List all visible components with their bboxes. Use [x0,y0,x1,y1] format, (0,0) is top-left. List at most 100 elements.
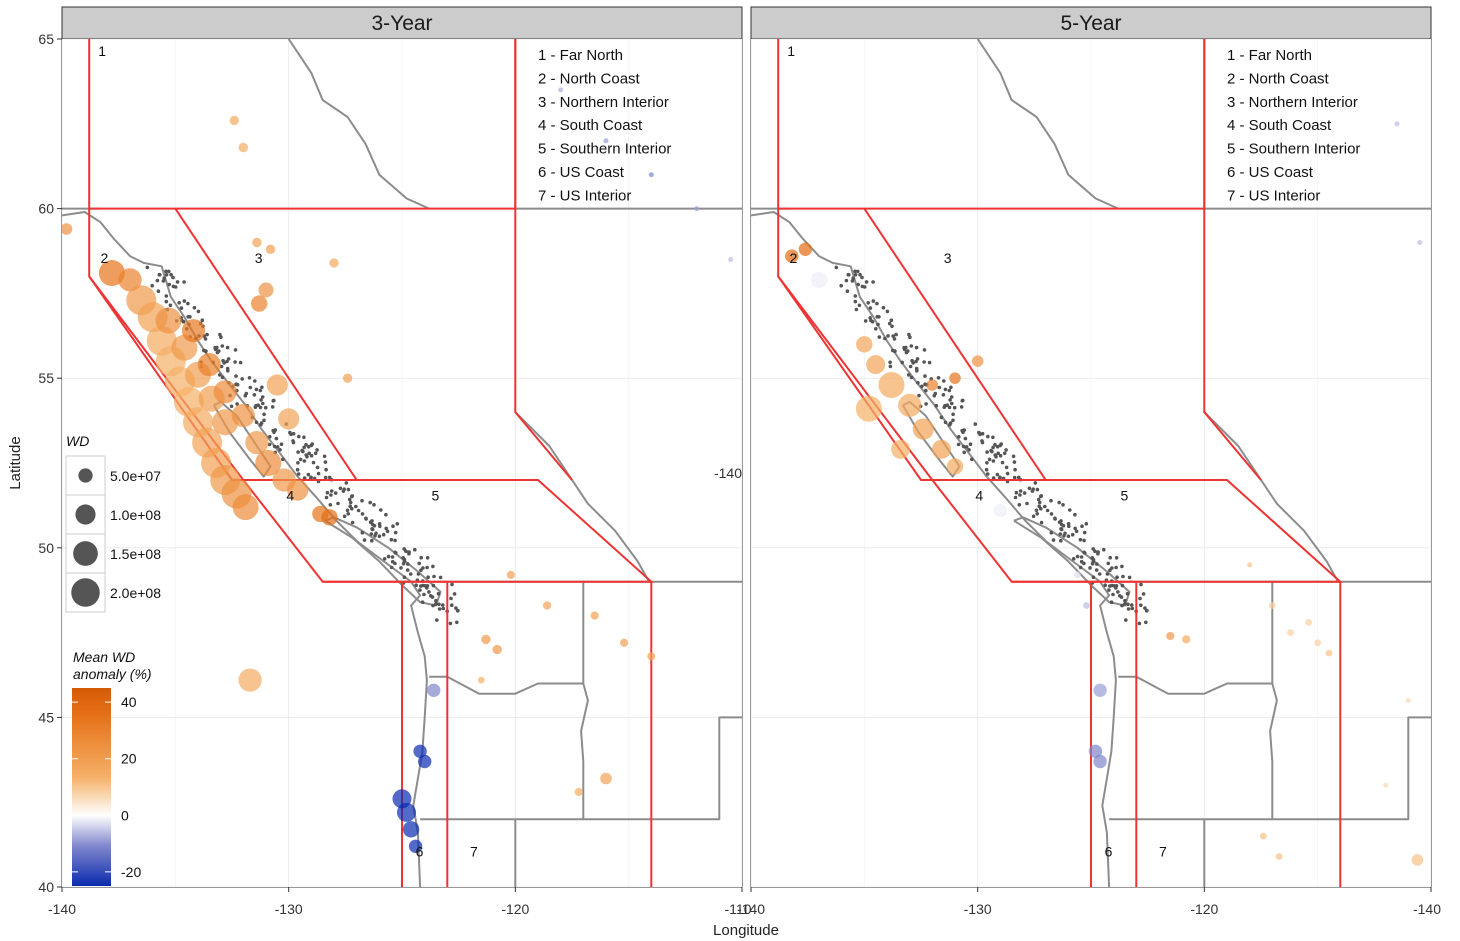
island-dot [301,449,305,454]
island-dot [834,265,839,270]
island-dot [233,348,238,352]
region-legend-entry: 5 - Southern Interior [1227,141,1360,158]
x-tick-label: -140 [48,901,76,917]
data-point [506,570,515,580]
island-dot [1130,603,1134,607]
island-dot [1120,603,1124,608]
island-dot [853,269,857,274]
island-dot [860,284,865,289]
color-bar-label: 0 [121,807,129,823]
island-dot [324,495,329,500]
island-dot [323,475,328,480]
island-dot [924,402,928,406]
island-dot [416,572,421,576]
island-dot [311,460,316,465]
island-dot [950,401,954,406]
data-point [590,611,599,620]
island-dot [350,506,354,511]
island-dot [291,431,296,436]
island-dot [379,508,383,512]
y-tick-label: 55 [38,370,54,386]
island-dot [956,442,961,447]
island-dot [934,403,939,408]
region-legend: 1 - Far North 2 - North Coast 3 - Northern… [1227,47,1360,204]
island-dot [298,457,303,462]
island-dot [936,376,941,380]
island-dot [362,538,367,542]
island-dot [949,385,953,390]
island-dot [1108,568,1112,572]
y-axis-title: Latitude [7,436,24,489]
island-dot [1080,524,1084,528]
region-number: 1 [98,43,106,59]
island-dot [1123,602,1127,606]
island-dot [177,301,181,305]
island-dot [1073,526,1077,531]
data-points [785,121,1424,866]
data-point [481,634,491,645]
island-dot [393,550,397,555]
data-point [798,242,813,256]
island-dot [425,556,430,560]
data-point [427,683,441,697]
island-dot [421,583,425,588]
island-dot [386,554,391,559]
island-dot [885,309,890,314]
data-point [232,494,259,521]
island-dot [959,405,964,409]
data-point [891,439,911,459]
island-dot [309,453,314,458]
stray-tick-label: -140 [714,465,742,481]
island-dot [857,303,862,308]
island-dot [310,442,315,446]
island-dot [853,299,858,304]
island-dot [1127,575,1132,580]
boundary-line [429,675,584,695]
island-dot [871,280,875,284]
island-dot [1078,565,1083,570]
data-point [926,379,939,391]
island-dot [871,299,876,303]
island-dot [164,273,169,277]
island-dot [450,603,454,607]
island-dot [1059,538,1063,543]
data-point [1074,571,1081,579]
island-dot [1049,498,1053,503]
island-dot [419,555,424,560]
data-point [231,403,255,428]
island-dot [323,460,328,464]
data-point [229,115,239,126]
island-dot [900,360,904,365]
island-dot [863,319,868,323]
island-dot [943,387,948,392]
island-dot [225,359,229,364]
island-dot [951,412,955,417]
island-dot [1141,592,1146,596]
island-dot [1022,491,1027,495]
island-dot [964,445,969,449]
island-dot [402,557,407,562]
island-dot [991,459,996,463]
island-dot [998,453,1003,458]
island-dot [1119,595,1124,599]
island-dot [1068,508,1072,512]
size-legend: WD 5.0e+07 1.0e+08 1.5e+08 2.0e+08 [65,433,161,613]
island-dot [259,398,263,402]
island-dot [1031,487,1035,492]
size-legend-dot [78,468,93,483]
island-dot [943,403,947,408]
island-dot [226,357,231,361]
boundary-line [514,411,650,583]
island-dot [947,388,952,393]
island-dot [1082,530,1087,535]
data-point [620,638,629,647]
island-dot [949,395,954,399]
region-boundaries [777,39,1343,887]
island-dot [248,385,253,390]
island-dot [384,512,388,517]
island-dot [426,575,430,579]
data-point [647,652,656,661]
data-point [238,668,262,692]
color-legend-title-1: Mean WD [73,649,135,665]
island-dot [240,377,244,381]
